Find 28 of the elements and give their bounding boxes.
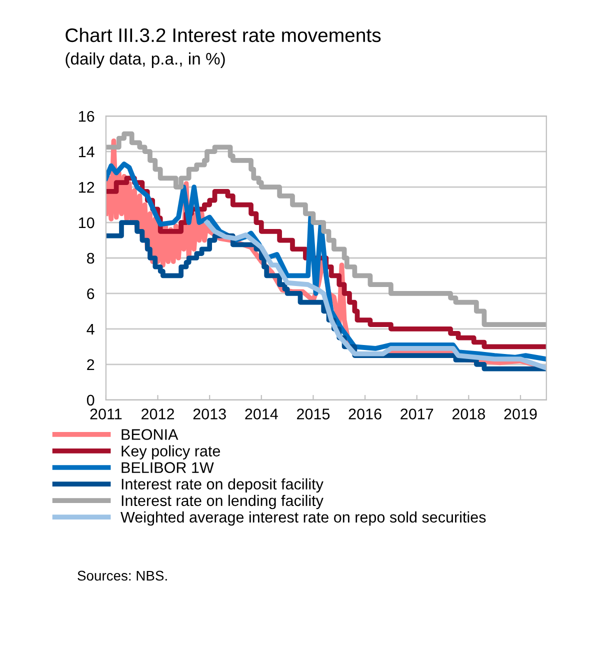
x-tick-label: 2013: [193, 408, 226, 420]
y-tick-label: 2: [87, 359, 94, 370]
chart-subtitle: (daily data, p.a., in %): [66, 52, 225, 68]
source-note: Sources: NBS.: [78, 570, 167, 581]
x-tick-label: 2012: [142, 408, 174, 420]
legend-label: BEONIA: [122, 429, 178, 440]
y-tick-label: 4: [86, 324, 94, 334]
legend-label: Key policy rate: [122, 445, 220, 460]
y-tick-label: 10: [79, 217, 94, 228]
x-tick-label: 2016: [348, 408, 382, 420]
y-tick-label: 14: [79, 146, 94, 158]
x-tick-label: 2015: [296, 408, 330, 420]
legend-label: Interest rate on lending facility: [122, 494, 324, 510]
y-tick-label: 12: [79, 182, 94, 193]
chart-title: Chart III.3.2 Interest rate movements: [66, 28, 381, 42]
y-tick-label: 0: [86, 394, 94, 406]
legend-label: Weighted average interest rate on repo sold securities: [120, 511, 486, 526]
x-tick-label: 2014: [245, 408, 278, 420]
x-tick-label: 2011: [90, 408, 122, 420]
legend-label: BELIBOR 1W: [122, 462, 214, 474]
y-tick-label: 8: [87, 252, 94, 264]
x-tick-label: 2017: [400, 408, 434, 420]
y-tick-label: 16: [79, 110, 94, 122]
y-tick-label: 6: [87, 288, 94, 300]
legend-label: Interest rate on deposit facility: [122, 478, 324, 493]
x-tick-label: 2018: [452, 408, 485, 420]
line-series: [204, 220, 546, 370]
x-tick-label: 2019: [504, 408, 537, 420]
